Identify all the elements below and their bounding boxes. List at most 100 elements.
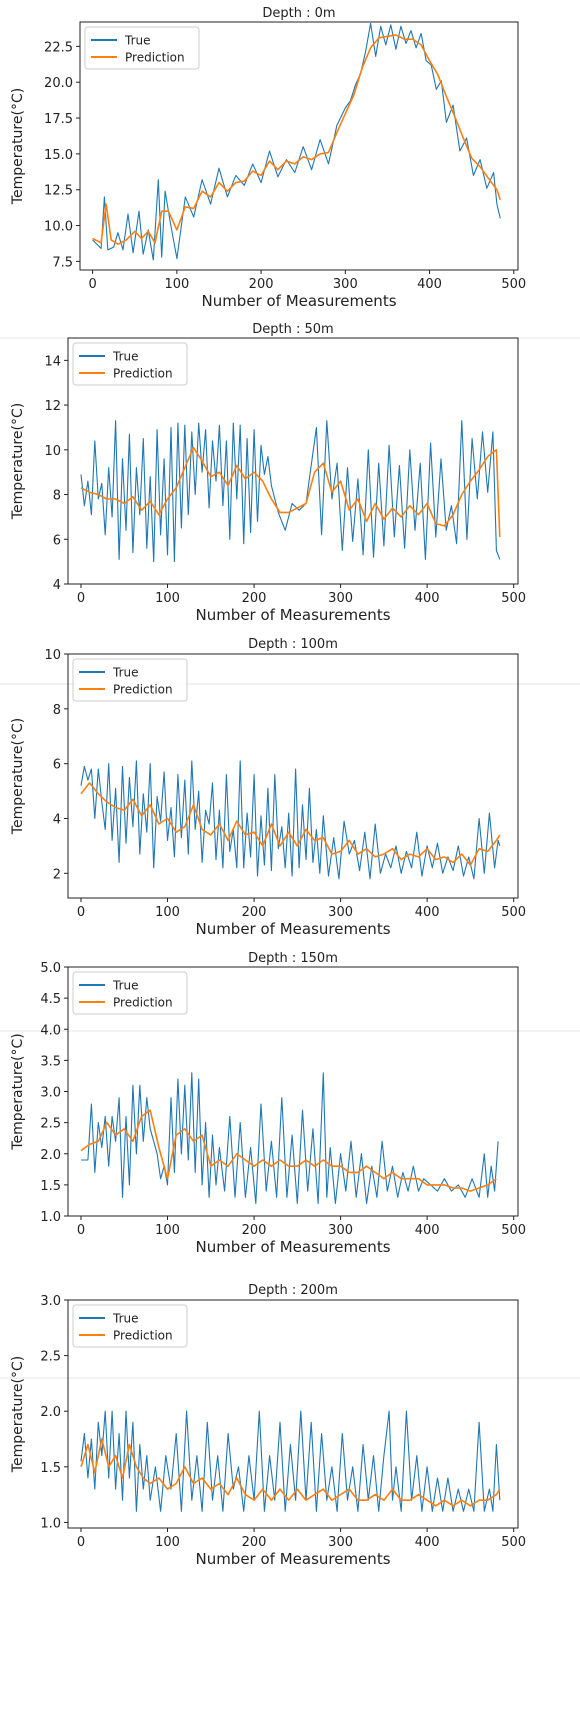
y-tick-label: 5.0: [40, 961, 61, 976]
x-axis-label: Number of Measurements: [195, 1238, 390, 1256]
chart-title: Depth : 150m: [248, 951, 338, 966]
chart-panel-2: Depth : 100m 0 100 200 300 400 500 2 4 6 8 10 Number…: [10, 637, 526, 938]
y-tick-label: 1.5: [40, 1179, 61, 1194]
plot-frame: [67, 653, 519, 899]
y-tick-label: 20.0: [44, 76, 73, 91]
x-tick-label: 400: [415, 905, 440, 920]
y-tick-label: 2.5: [40, 1350, 61, 1365]
chart-title: Depth : 0m: [262, 6, 335, 21]
x-tick-label: 200: [249, 277, 274, 292]
y-tick-label: 22.5: [44, 40, 73, 55]
legend-label-true: True: [124, 34, 151, 48]
y-tick-label: 1.0: [40, 1210, 61, 1225]
x-axis-label: Number of Measurements: [195, 1550, 390, 1568]
x-tick-label: 200: [242, 905, 267, 920]
x-tick-label: 500: [501, 1223, 526, 1238]
chart-panel-4: Depth : 200m 0 100 200 300 400 500 1.0 1.5 2.0 2.5…: [10, 1283, 526, 1568]
y-tick-label: 4.5: [40, 992, 61, 1007]
legend-label-true: True: [112, 979, 139, 993]
y-tick-label: 3.0: [40, 1294, 61, 1309]
x-tick-label: 400: [417, 277, 442, 292]
x-tick-label: 400: [415, 1535, 440, 1550]
legend-box: [72, 342, 188, 386]
y-tick-label: 1.0: [40, 1516, 61, 1531]
x-tick-label: 0: [77, 591, 85, 606]
series-line-prediction: [92, 34, 502, 245]
x-tick-label: 100: [164, 277, 189, 292]
x-tick-label: 100: [155, 905, 180, 920]
y-tick-label: 12.5: [44, 184, 73, 199]
y-tick-label: 2.0: [40, 1148, 61, 1163]
y-tick-label: 3.5: [40, 1054, 61, 1069]
x-tick-label: 300: [328, 1535, 353, 1550]
y-tick-label: 6: [53, 758, 61, 773]
legend-label-prediction: Prediction: [113, 996, 173, 1010]
x-tick-label: 400: [415, 591, 440, 606]
x-axis-label: Number of Measurements: [195, 920, 390, 938]
y-tick-label: 10.0: [44, 220, 73, 235]
x-tick-label: 300: [328, 1223, 353, 1238]
y-tick-label: 10: [44, 648, 61, 663]
y-tick-label: 4: [53, 812, 61, 827]
legend-label-prediction: Prediction: [113, 1329, 173, 1343]
x-tick-label: 0: [88, 277, 96, 292]
x-axis-label: Number of Measurements: [195, 606, 390, 624]
plot-frame: [79, 21, 519, 271]
legend-label-prediction: Prediction: [125, 51, 185, 65]
y-tick-label: 10: [44, 444, 61, 459]
y-tick-label: 17.5: [44, 112, 73, 127]
chart-panel-1: Depth : 50m 0 100 200 300 400 500 4 6 8 10 12 14 Numb…: [10, 322, 526, 624]
y-tick-label: 1.5: [40, 1461, 61, 1476]
series-line-prediction: [80, 782, 501, 866]
x-tick-label: 500: [501, 1535, 526, 1550]
plot-frame: [67, 1299, 519, 1529]
x-tick-label: 200: [242, 1535, 267, 1550]
y-axis-label: Temperature(°C): [10, 1033, 26, 1150]
x-tick-label: 100: [155, 1223, 180, 1238]
x-tick-label: 0: [77, 1223, 85, 1238]
y-axis-label: Temperature(°C): [10, 1356, 26, 1473]
y-tick-label: 12: [44, 399, 61, 414]
x-tick-label: 500: [501, 277, 526, 292]
x-tick-label: 500: [501, 905, 526, 920]
series-line-prediction: [80, 1109, 497, 1192]
x-tick-label: 100: [155, 1535, 180, 1550]
legend-label-true: True: [112, 350, 139, 364]
series-line-true: [81, 1072, 499, 1205]
chart-panel-0: Depth : 0m 0 100 200 300 400 500 7.5 10.0 12.5 15.…: [10, 6, 526, 310]
y-tick-label: 2.5: [40, 1117, 61, 1132]
legend-label-true: True: [112, 1312, 139, 1326]
series-line-true: [92, 22, 501, 261]
legend-box: [72, 971, 188, 1015]
x-tick-label: 500: [501, 591, 526, 606]
y-tick-label: 4.0: [40, 1023, 61, 1038]
x-tick-label: 0: [77, 905, 85, 920]
chart-panel-3: Depth : 150m 0 100 200 300 400 500 1.0 1.5 2.0 2.5…: [10, 951, 526, 1256]
x-tick-label: 300: [328, 905, 353, 920]
y-tick-label: 7.5: [52, 255, 73, 270]
legend-box: [84, 26, 200, 70]
y-axis-label: Temperature(°C): [10, 88, 26, 205]
legend-box: [72, 1304, 188, 1348]
series-line-true: [80, 420, 501, 563]
x-tick-label: 300: [328, 591, 353, 606]
x-tick-label: 0: [77, 1535, 85, 1550]
y-tick-label: 6: [53, 533, 61, 548]
x-tick-label: 200: [242, 591, 267, 606]
chart-title: Depth : 50m: [252, 322, 333, 337]
x-tick-label: 200: [242, 1223, 267, 1238]
chart-title: Depth : 100m: [248, 637, 338, 652]
y-tick-label: 8: [53, 703, 61, 718]
x-tick-label: 400: [415, 1223, 440, 1238]
series-line-prediction: [80, 1438, 501, 1507]
series-line-prediction: [80, 446, 501, 538]
legend-label-prediction: Prediction: [113, 367, 173, 381]
legend-label-true: True: [112, 666, 139, 680]
y-tick-label: 8: [53, 489, 61, 504]
legend-box: [72, 658, 188, 702]
x-tick-label: 100: [155, 591, 180, 606]
y-tick-label: 2.0: [40, 1405, 61, 1420]
legend-label-prediction: Prediction: [113, 683, 173, 697]
